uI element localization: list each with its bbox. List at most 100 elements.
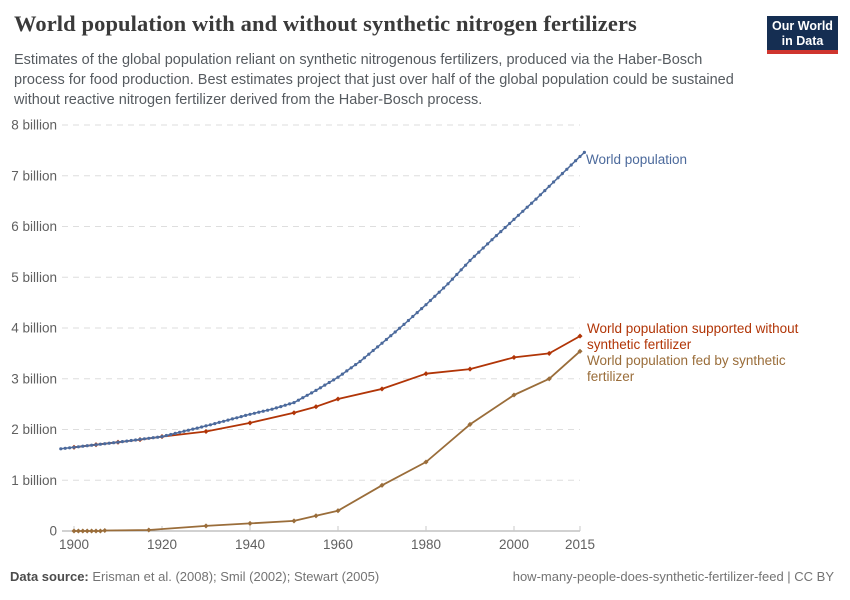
data-point — [186, 428, 190, 432]
data-point — [173, 431, 177, 435]
series-label: fertilizer — [587, 369, 635, 384]
data-point — [142, 437, 146, 441]
data-point — [93, 528, 99, 534]
data-point — [239, 415, 243, 419]
data-point — [411, 314, 415, 319]
data-point — [358, 359, 362, 364]
data-point — [90, 443, 94, 447]
y-axis-label: 8 billion — [11, 118, 57, 133]
data-point — [98, 442, 102, 446]
data-point — [159, 434, 165, 440]
data-point — [203, 523, 209, 529]
owid-logo-stripe — [767, 50, 838, 54]
data-point — [71, 444, 77, 450]
data-point — [257, 410, 261, 414]
data-point — [503, 225, 507, 230]
y-axis-label: 5 billion — [11, 270, 57, 285]
data-point — [125, 439, 129, 443]
data-point — [379, 482, 385, 488]
data-point — [345, 369, 349, 373]
data-point — [195, 426, 199, 430]
data-point — [415, 311, 419, 315]
series-label: World population fed by synthetic — [587, 353, 786, 368]
data-point — [292, 401, 296, 405]
data-point — [323, 383, 327, 387]
data-source-label: Data source: — [10, 569, 89, 584]
data-point — [314, 388, 318, 392]
data-point — [235, 416, 239, 420]
data-point — [288, 402, 292, 406]
data-point — [398, 326, 402, 330]
data-point — [313, 513, 319, 519]
data-point — [511, 354, 517, 360]
data-point — [112, 441, 116, 445]
data-point — [406, 318, 410, 323]
data-point — [222, 419, 226, 423]
data-point — [217, 420, 221, 424]
data-point — [393, 330, 397, 334]
data-point — [546, 350, 552, 356]
data-point — [569, 163, 573, 167]
owid-logo-line2: in Data — [781, 33, 824, 48]
data-point — [115, 439, 121, 445]
data-point — [552, 180, 556, 184]
data-point — [169, 432, 173, 437]
data-point — [556, 176, 560, 180]
data-point — [433, 294, 437, 298]
data-point — [349, 366, 353, 370]
data-point — [102, 527, 108, 534]
data-point — [97, 528, 103, 534]
data-point — [534, 197, 538, 201]
owid-logo: Our World in Data — [767, 16, 838, 54]
data-point — [75, 528, 81, 534]
data-point — [577, 333, 583, 339]
data-point — [371, 348, 375, 353]
data-point — [247, 420, 253, 426]
data-point — [327, 380, 331, 385]
data-point — [335, 396, 341, 402]
data-point — [525, 205, 529, 209]
y-axis-label: 2 billion — [11, 422, 57, 437]
data-point — [318, 386, 322, 390]
y-axis-label: 7 billion — [11, 168, 57, 183]
data-point — [72, 445, 76, 449]
data-point — [423, 459, 429, 465]
data-point — [301, 396, 305, 400]
data-point — [84, 528, 90, 534]
data-point — [464, 263, 468, 267]
data-point — [81, 444, 85, 448]
data-point — [521, 209, 525, 213]
data-point — [546, 376, 552, 382]
data-point — [376, 345, 380, 349]
data-point — [291, 410, 297, 416]
data-point — [120, 440, 124, 444]
data-point — [336, 375, 340, 379]
data-point — [252, 411, 256, 415]
data-point — [512, 217, 516, 221]
data-point — [477, 250, 481, 254]
data-point — [424, 303, 428, 307]
data-point — [85, 444, 89, 448]
data-point — [481, 246, 485, 250]
data-point — [116, 440, 120, 444]
data-point — [296, 398, 300, 402]
data-point — [560, 171, 565, 176]
data-point — [261, 409, 265, 413]
data-point — [248, 412, 252, 416]
data-point — [437, 290, 441, 294]
data-point — [146, 527, 152, 533]
data-point — [151, 436, 155, 440]
data-point — [530, 201, 534, 205]
data-point — [305, 393, 309, 397]
data-point — [68, 446, 72, 450]
data-point — [384, 337, 388, 342]
data-point — [582, 150, 587, 154]
data-point — [367, 352, 371, 356]
data-point — [574, 159, 578, 163]
data-point — [134, 438, 138, 442]
data-point — [89, 528, 95, 534]
data-point — [156, 435, 160, 439]
data-point — [442, 286, 446, 290]
data-point — [164, 433, 168, 438]
data-point — [511, 392, 517, 398]
